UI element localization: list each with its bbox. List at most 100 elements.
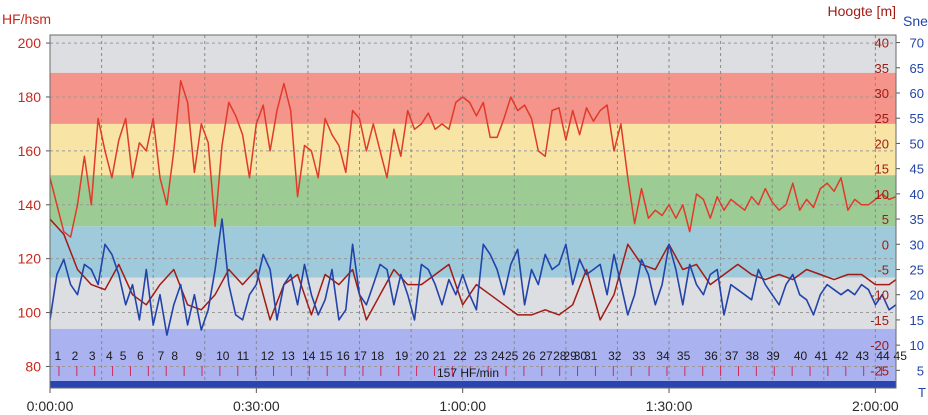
left-tick-label: 100 [18, 305, 42, 321]
speed-tick-label: 20 [910, 288, 924, 303]
speed-tick-label: 10 [910, 338, 924, 353]
left-tick-label: 180 [18, 89, 42, 105]
lap-label: 34 [656, 349, 670, 363]
speed-tick-label: 55 [910, 111, 924, 126]
altitude-tick-label: 30 [875, 86, 889, 101]
lap-label: 23 [474, 349, 488, 363]
x-tick-label: 0:00:00 [27, 398, 74, 414]
lap-label: 30 [574, 349, 588, 363]
altitude-tick-label: 0 [882, 237, 889, 252]
lap-label: 36 [704, 349, 718, 363]
speed-tick-label: 50 [910, 136, 924, 151]
speed-tick-label: 70 [910, 36, 924, 51]
altitude-tick-label: 10 [875, 187, 889, 202]
zone-band-4 [50, 175, 896, 227]
right-axis-speed-title: Sne [903, 13, 928, 29]
lap-label: 13 [281, 349, 295, 363]
lap-label: 20 [416, 349, 430, 363]
lap-label: 15 [319, 349, 333, 363]
altitude-tick-label: -5 [877, 262, 889, 277]
altitude-tick-label: 20 [875, 136, 889, 151]
zone-band-5 [50, 123, 896, 176]
series-line-hf [50, 80, 896, 238]
plot-frame [49, 34, 897, 389]
altitude-tick-label: 40 [875, 36, 889, 51]
left-tick-label: 80 [25, 358, 41, 374]
zone-band-6 [50, 72, 896, 124]
right-axis-altitude-title: Hoogte [m] [828, 3, 896, 19]
lap-label: 45 [894, 349, 908, 363]
lap-label: 10 [216, 349, 230, 363]
lap-label: 43 [856, 349, 870, 363]
lap-label: 42 [835, 349, 849, 363]
left-tick-label: 120 [18, 251, 42, 267]
x-tick-label: 0:30:00 [233, 398, 280, 414]
lap-label: 35 [677, 349, 691, 363]
lap-label: 18 [371, 349, 385, 363]
lap-label: 6 [137, 349, 144, 363]
lap-label: 12 [261, 349, 275, 363]
lap-label: 39 [766, 349, 780, 363]
lap-label: 3 [89, 349, 96, 363]
lap-label: 11 [237, 349, 250, 363]
lap-label: 28 [553, 349, 567, 363]
lap-label: 32 [608, 349, 622, 363]
lap-label: 17 [354, 349, 368, 363]
lap-label: 7 [158, 349, 165, 363]
x-tick-label: 1:30:00 [646, 398, 693, 414]
altitude-tick-label: 15 [875, 162, 889, 177]
lap-label: 22 [453, 349, 467, 363]
altitude-tick-label: -15 [870, 313, 889, 328]
speed-tick-label: 35 [910, 212, 924, 227]
speed-tick-label: 40 [910, 187, 924, 202]
altitude-tick-label: 25 [875, 111, 889, 126]
series-lines [50, 80, 896, 336]
altitude-tick-label: -25 [870, 363, 889, 378]
speed-tick-label: 60 [910, 86, 924, 101]
timeline-bar [50, 381, 896, 388]
lap-label: 19 [395, 349, 409, 363]
left-tick-label: 200 [18, 35, 42, 51]
lap-label: 16 [336, 349, 350, 363]
zone-band-3 [50, 226, 896, 278]
lap-label: 25 [505, 349, 519, 363]
axes: 80100120140160180200-25-20-15-10-5051015… [18, 34, 924, 414]
altitude-tick-label: -20 [870, 338, 889, 353]
lap-label: 4 [106, 349, 113, 363]
zone-band-7 [50, 35, 896, 73]
altitude-tick-label: 5 [882, 212, 889, 227]
lap-label: 8 [171, 349, 178, 363]
left-axis-title: HF/hsm [2, 11, 51, 27]
altitude-tick-label: 35 [875, 61, 889, 76]
speed-tick-label: 30 [910, 237, 924, 252]
lap-label: 26 [522, 349, 536, 363]
speed-tick-label: 25 [910, 262, 924, 277]
right-axis-end-label: T [918, 385, 926, 400]
lap-label: 14 [302, 349, 316, 363]
lap-label: 44 [876, 349, 890, 363]
lap-label: 21 [433, 349, 447, 363]
lap-label: 38 [746, 349, 760, 363]
lap-label: 40 [794, 349, 808, 363]
lap-label: 41 [814, 349, 828, 363]
lap-markers: 1 2 3 4 5 6 7 8 9 10 11 12 13 14 15 16 17 18 19 20 21 22 23 24 2… [54, 349, 907, 376]
speed-tick-label: 65 [910, 61, 924, 76]
speed-tick-label: 45 [910, 162, 924, 177]
footer-label: 157 HF/min [437, 366, 499, 380]
lap-label: 31 [584, 349, 598, 363]
lap-label: 9 [195, 349, 202, 363]
hr-zone-bands [50, 35, 896, 388]
lap-label: 2 [72, 349, 79, 363]
lap-label: 1 [54, 349, 61, 363]
lap-label: 27 [539, 349, 553, 363]
x-tick-label: 2:00:00 [852, 398, 899, 414]
lap-label: 29 [563, 349, 577, 363]
series-line-snelheid [50, 218, 896, 336]
speed-tick-label: 5 [917, 363, 924, 378]
x-tick-label: 1:00:00 [439, 398, 486, 414]
left-tick-label: 140 [18, 197, 42, 213]
speed-tick-label: 15 [910, 313, 924, 328]
lap-label: 5 [120, 349, 127, 363]
lap-label: 33 [632, 349, 646, 363]
